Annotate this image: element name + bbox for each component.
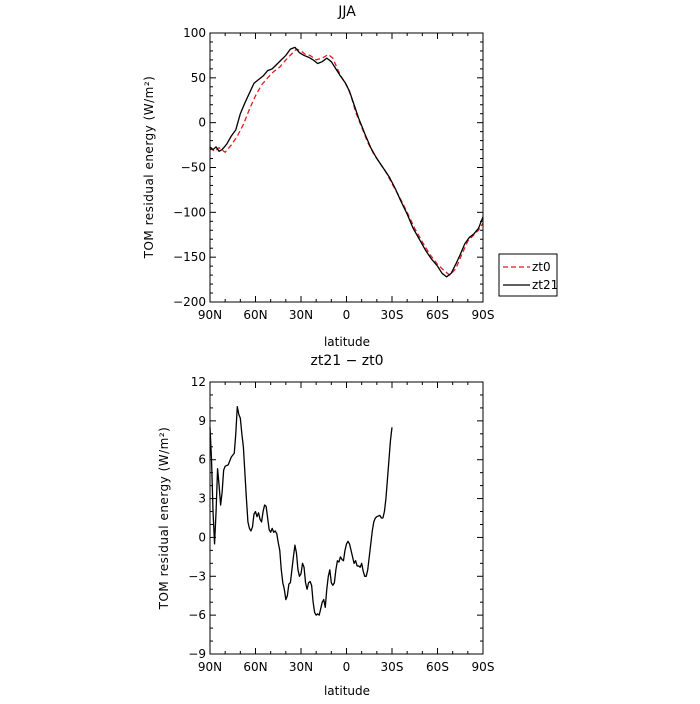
y-tick-label-bottom: 0 [198, 530, 206, 544]
x-tick-label-bottom: 90N [198, 660, 222, 674]
chart-bottom: zt21 − zt0 TOM residual energy (W/m²) la… [157, 353, 494, 698]
x-tick-label-bottom: 0 [343, 660, 351, 674]
chart-top-frame [209, 32, 484, 303]
x-tick-label-bottom: 60N [243, 660, 267, 674]
x-tick-label-bottom: 90S [472, 660, 495, 674]
chart-bottom-series [209, 405, 393, 616]
chart-top-title: JJA [337, 4, 356, 20]
chart-top-legend: zt0 zt21 [498, 253, 558, 297]
y-tick-label-bottom: 12 [191, 375, 206, 389]
y-tick-label-top: −150 [173, 250, 206, 264]
x-tick-label-top: 60N [243, 308, 267, 322]
legend-label-zt21: zt21 [532, 278, 558, 292]
y-tick-label-bottom: 3 [198, 492, 206, 506]
chart-top-ticks: 90N 60N 30N 0 30S 60S 90S 100 50 0 −50 −100 −150 −200 [173, 26, 494, 322]
y-tick-label-bottom: 9 [198, 414, 206, 428]
x-tick-label-top: 30N [289, 308, 313, 322]
y-tick-label-bottom: −6 [188, 608, 206, 622]
y-tick-label-bottom: −9 [188, 647, 206, 661]
series-line-top-0 [209, 48, 484, 276]
y-tick-label-top: 100 [183, 26, 206, 40]
chart-bottom-xlabel: latitude [324, 684, 370, 698]
y-tick-label-top: 50 [191, 71, 206, 85]
x-tick-label-bottom: 30N [289, 660, 313, 674]
chart-bottom-ylabel: TOM residual energy (W/m²) [157, 427, 171, 611]
legend-label-zt0: zt0 [532, 260, 551, 274]
legend-box [498, 253, 558, 297]
chart-bottom-frame [209, 381, 484, 655]
chart-bottom-title: zt21 − zt0 [310, 353, 383, 369]
y-tick-label-bottom: 6 [198, 453, 206, 467]
chart-top-xlabel: latitude [324, 335, 370, 349]
y-tick-label-top: −100 [173, 205, 206, 219]
x-tick-label-bottom: 60S [426, 660, 449, 674]
chart-bottom-ticks: 90N 60N 30N 0 30S 60S 90S 12 9 6 3 0 −3 −6 −9 [188, 375, 494, 674]
x-tick-label-top: 30S [381, 308, 404, 322]
y-tick-label-bottom: −3 [188, 569, 206, 583]
chart-top: JJA TOM residual energy (W/m²) latitude … [142, 4, 558, 349]
x-tick-label-top: 0 [343, 308, 351, 322]
series-line-bottom-0 [209, 405, 393, 616]
x-tick-label-top: 90S [472, 308, 495, 322]
x-tick-label-top: 60S [426, 308, 449, 322]
chart-top-series [209, 46, 484, 278]
y-tick-label-top: 0 [198, 116, 206, 130]
series-line-top-1 [209, 46, 484, 278]
x-tick-label-bottom: 30S [381, 660, 404, 674]
y-tick-label-top: −50 [181, 161, 206, 175]
chart-top-ylabel: TOM residual energy (W/m²) [142, 76, 156, 260]
y-tick-label-top: −200 [173, 295, 206, 309]
x-tick-label-top: 90N [198, 308, 222, 322]
